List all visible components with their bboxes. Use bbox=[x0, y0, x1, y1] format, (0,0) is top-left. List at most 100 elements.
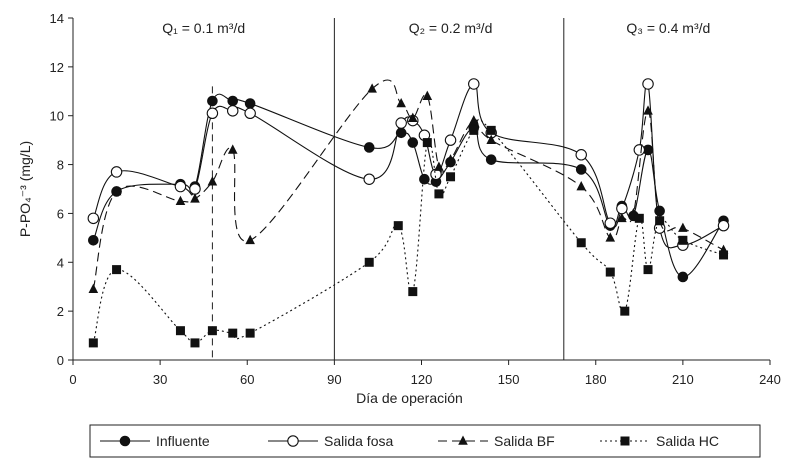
data-point-salida-bf bbox=[576, 181, 587, 191]
axes: 0 2 4 6 8 10 12 14 0 30 60 90 120 150 180 210 240 Día de … bbox=[17, 11, 781, 406]
data-point-influente bbox=[419, 173, 430, 185]
data-point-salida-bf bbox=[422, 90, 433, 100]
series-salida-fosa bbox=[87, 78, 730, 251]
data-point-influente bbox=[677, 271, 689, 283]
legend-box bbox=[89, 424, 761, 458]
data-point-salida-hc bbox=[408, 287, 418, 297]
x-tick-label: 150 bbox=[498, 372, 520, 387]
data-point-influente bbox=[227, 95, 239, 107]
data-point-salida-hc bbox=[422, 138, 432, 148]
data-point-salida-hc bbox=[620, 306, 630, 316]
data-point-salida-hc bbox=[655, 216, 665, 226]
x-tick-label: 120 bbox=[411, 372, 433, 387]
data-point-influente bbox=[575, 164, 587, 175]
data-point-salida-fosa bbox=[363, 173, 375, 185]
legend-label-salida-bf: Salida BF bbox=[494, 433, 555, 449]
legend-item-salida-fosa: Salida fosa bbox=[268, 433, 393, 449]
data-point-salida-bf bbox=[111, 185, 122, 196]
data-point-salida-hc bbox=[190, 338, 200, 348]
data-point-influente bbox=[485, 154, 497, 165]
data-point-influente bbox=[363, 142, 375, 153]
y-tick-label: 4 bbox=[57, 255, 64, 270]
data-point-salida-hc bbox=[364, 257, 374, 267]
data-point-salida-bf bbox=[367, 83, 377, 93]
data-point-salida-fosa bbox=[174, 180, 187, 193]
data-point-salida-bf bbox=[605, 232, 616, 242]
data-point-salida-hc bbox=[207, 326, 217, 336]
data-point-salida-bf bbox=[434, 161, 444, 171]
data-point-salida-bf bbox=[486, 134, 496, 144]
data-point-salida-fosa bbox=[468, 78, 480, 90]
y-tick-label: 12 bbox=[50, 60, 64, 75]
data-point-salida-hc bbox=[643, 265, 653, 275]
data-point-salida-hc bbox=[634, 213, 644, 223]
period-labels: Q₁ = 0.1 m³/d Q₂ = 0.2 m³/d Q₃ = 0.4 m³/d bbox=[162, 20, 710, 36]
x-tick-label: 180 bbox=[585, 372, 607, 387]
data-point-salida-hc bbox=[112, 265, 122, 275]
data-point-salida-hc bbox=[245, 328, 255, 338]
data-point-salida-bf bbox=[407, 112, 418, 122]
data-point-influente bbox=[244, 98, 256, 109]
period-label-1: Q₁ = 0.1 m³/d bbox=[162, 20, 245, 36]
data-point-salida-fosa bbox=[717, 219, 730, 232]
data-point-salida-hc bbox=[446, 172, 456, 182]
y-axis-title: P-PO₄⁻³ (mg/L) bbox=[17, 141, 33, 237]
data-point-salida-bf bbox=[190, 193, 200, 203]
data-point-salida-fosa bbox=[226, 105, 239, 117]
data-point-salida-fosa bbox=[395, 117, 407, 129]
data-point-salida-fosa bbox=[642, 78, 654, 90]
legend-marker-salida-fosa bbox=[287, 435, 299, 447]
data-point-salida-bf bbox=[175, 195, 186, 206]
y-tick-label: 0 bbox=[57, 353, 64, 368]
y-tick-label: 14 bbox=[50, 11, 64, 26]
data-point-salida-fosa bbox=[604, 217, 617, 229]
period-label-2: Q₂ = 0.2 m³/d bbox=[409, 20, 493, 36]
data-point-salida-hc bbox=[228, 328, 238, 338]
data-point-salida-fosa bbox=[444, 134, 457, 146]
data-point-salida-fosa bbox=[189, 183, 201, 195]
data-point-influente bbox=[407, 137, 419, 148]
data-point-salida-fosa bbox=[244, 107, 256, 120]
legend-label-salida-hc: Salida HC bbox=[656, 433, 719, 449]
series-line-salida-bf bbox=[92, 79, 724, 290]
series-layer bbox=[87, 78, 730, 348]
data-point-salida-hc bbox=[605, 267, 615, 277]
series-line-salida-fosa bbox=[92, 81, 724, 249]
period-dividers bbox=[211, 18, 565, 360]
data-point-salida-fosa bbox=[616, 202, 628, 215]
x-tick-label: 0 bbox=[69, 372, 76, 387]
legend-item-salida-hc: Salida HC bbox=[600, 433, 719, 449]
x-tick-label: 30 bbox=[153, 372, 167, 387]
data-point-salida-hc bbox=[719, 250, 729, 260]
period-label-3: Q₃ = 0.4 m³/d bbox=[626, 20, 710, 36]
data-point-salida-bf bbox=[245, 234, 255, 245]
data-point-salida-bf bbox=[678, 222, 688, 232]
data-point-salida-bf bbox=[617, 212, 627, 223]
data-point-influente bbox=[88, 235, 99, 246]
data-point-salida-bf bbox=[396, 98, 406, 108]
data-point-salida-bf bbox=[88, 283, 99, 293]
legend-marker-salida-bf bbox=[458, 435, 468, 445]
data-point-salida-hc bbox=[486, 125, 496, 135]
x-tick-label: 90 bbox=[327, 372, 341, 387]
data-point-salida-bf bbox=[207, 176, 218, 186]
data-point-salida-bf bbox=[643, 105, 653, 115]
y-tick-label: 6 bbox=[57, 206, 64, 221]
data-point-salida-fosa bbox=[110, 166, 123, 178]
data-point-salida-hc bbox=[393, 221, 403, 231]
data-point-influente bbox=[207, 95, 218, 107]
legend: Influente Salida fosa Salida BF Salida HC bbox=[89, 424, 761, 458]
y-tick-label: 10 bbox=[50, 109, 64, 124]
y-tick-label: 8 bbox=[57, 158, 64, 173]
data-point-salida-hc bbox=[175, 326, 185, 336]
data-point-salida-hc bbox=[434, 189, 444, 199]
legend-marker-influente bbox=[119, 435, 131, 447]
data-point-salida-fosa bbox=[575, 149, 587, 161]
data-point-salida-hc bbox=[88, 338, 98, 348]
data-point-salida-hc bbox=[576, 238, 586, 248]
legend-marker-salida-hc bbox=[620, 436, 630, 446]
legend-label-salida-fosa: Salida fosa bbox=[324, 433, 393, 449]
data-point-salida-bf bbox=[445, 154, 456, 164]
